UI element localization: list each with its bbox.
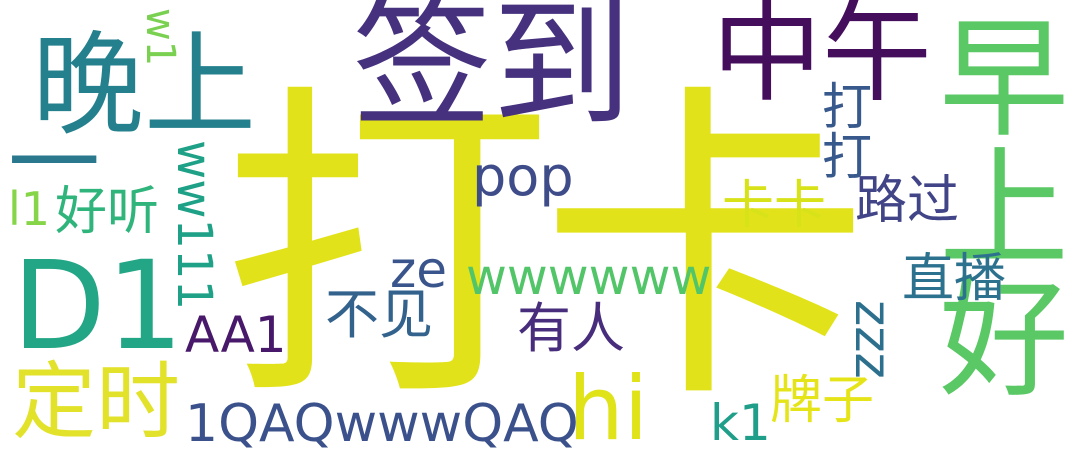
word-qiandao: 签到	[352, 0, 633, 147]
word-kaka: 卡卡	[722, 176, 827, 236]
word-haoting: 好听	[55, 182, 160, 242]
word-daka: 打卡	[222, 58, 870, 442]
word-ww111: ww111	[166, 140, 222, 311]
word-yi: 一	[8, 110, 101, 217]
word-w1: w1	[137, 8, 183, 67]
word-hi: hi	[568, 357, 649, 460]
word-youren: 有人	[517, 297, 625, 360]
word-k1: k1	[710, 394, 771, 452]
word-aa1: AA1	[185, 306, 287, 364]
word-dada: 打打	[814, 80, 872, 180]
word-zhibo: 直播	[902, 249, 1007, 309]
word-l1: l1	[8, 182, 51, 236]
word-bujian: 不见	[325, 283, 433, 346]
word-qaq: 1QAQwwwQAQ	[185, 394, 579, 454]
word-zhongwu: 中午	[712, 0, 932, 117]
word-zaoshanghao: 早上好	[917, 10, 1069, 400]
word-dingshi: 定时	[12, 353, 181, 451]
word-zzz: zzz	[844, 300, 902, 379]
word-d1: D1	[12, 235, 184, 377]
word-pop: pop	[472, 145, 574, 208]
word-wanshang: 晚上	[32, 21, 256, 151]
word-ze: ze	[390, 241, 448, 299]
word-paizi: 牌子	[770, 371, 875, 431]
word-wwwwww: wwwwww	[466, 248, 712, 306]
word-luguo: 路过	[855, 171, 960, 231]
